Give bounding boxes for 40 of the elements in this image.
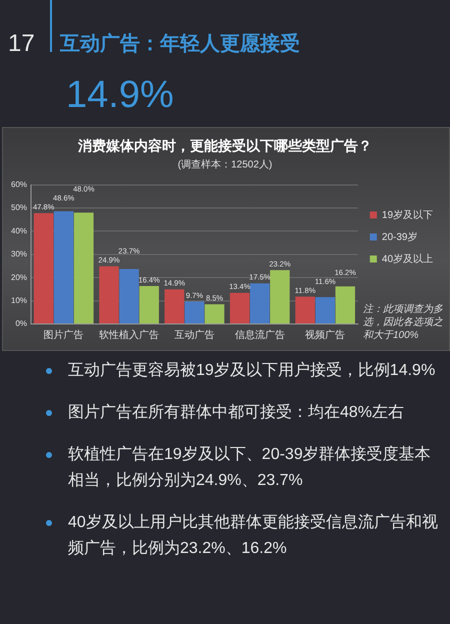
text: 互动广告更容易被19岁及以下用户接受，比例14.9% bbox=[67, 360, 436, 381]
bar bbox=[139, 286, 159, 324]
bar bbox=[184, 301, 204, 324]
text: 14.9% bbox=[66, 74, 174, 117]
x-tick-label: 视频广告 bbox=[305, 328, 346, 341]
bar bbox=[295, 296, 315, 324]
bar bbox=[54, 211, 74, 324]
bar bbox=[164, 289, 184, 324]
bar bbox=[315, 297, 336, 324]
x-tick-label: 软性植入广告 bbox=[99, 328, 160, 341]
bar bbox=[335, 286, 356, 324]
legend-label: 19岁及以下 bbox=[382, 208, 433, 221]
text: 软植性广告在19岁及以下、20-39岁群体接受度基本相当，比例分别为24.9%、23.7% bbox=[67, 444, 432, 491]
bar bbox=[230, 292, 250, 324]
text: 注：此项调查为多选，因此各选项之和大于100% bbox=[363, 303, 444, 342]
y-tick-label: 50% bbox=[10, 203, 28, 212]
legend-label: 20-39岁 bbox=[382, 230, 418, 243]
chart-title: 消费媒体内容时，更能接受以下哪些类型广告？ bbox=[77, 137, 372, 154]
y-tick-label: 40% bbox=[10, 226, 28, 236]
text: 40岁及以上用户比其他群体更能接受信息流广告和视频广告，比例为23.2%、16.2% bbox=[67, 512, 439, 559]
bar bbox=[204, 304, 224, 324]
y-tick-label: 60% bbox=[10, 180, 28, 190]
legend-label: 40岁及以上 bbox=[382, 252, 433, 265]
y-tick-label: 10% bbox=[10, 296, 28, 306]
bar bbox=[270, 270, 290, 324]
text: 互动广告：年轻人更愿接受 bbox=[60, 32, 300, 57]
y-tick-label: 0% bbox=[15, 319, 28, 328]
x-tick-label: 互动广告 bbox=[174, 328, 214, 341]
text: 17 bbox=[8, 30, 35, 58]
chart-subtitle: (调查样本：12502人) bbox=[178, 158, 272, 171]
bar bbox=[99, 266, 119, 324]
bar bbox=[74, 212, 94, 324]
y-tick-label: 30% bbox=[10, 250, 28, 259]
bar bbox=[250, 283, 270, 324]
y-tick-label: 20% bbox=[10, 272, 28, 282]
bar bbox=[34, 213, 54, 324]
bar bbox=[119, 269, 139, 324]
text: 图片广告在所有群体中都可接受：均在48%左右 bbox=[67, 402, 406, 423]
x-tick-label: 信息流广告 bbox=[234, 328, 285, 341]
x-tick-label: 图片广告 bbox=[44, 328, 84, 341]
